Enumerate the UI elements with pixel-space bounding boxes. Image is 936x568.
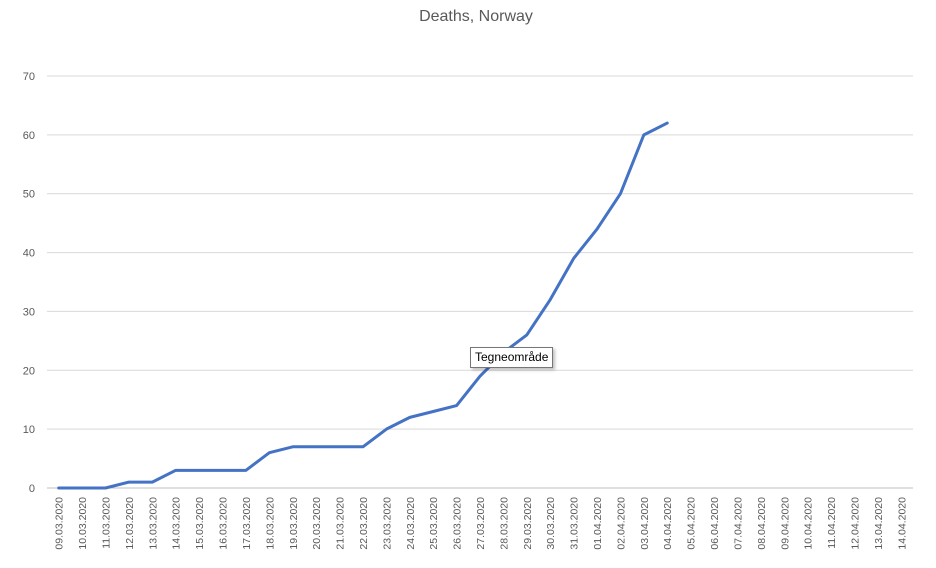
x-tick-label: 01.04.2020 — [592, 497, 604, 550]
data-point[interactable] — [197, 468, 202, 473]
x-tick-label: 15.03.2020 — [194, 497, 206, 550]
plot-area-tooltip: Tegneområde — [470, 347, 554, 368]
y-tick-label: 10 — [23, 424, 35, 436]
data-point[interactable] — [103, 486, 108, 491]
data-point[interactable] — [524, 332, 529, 337]
y-tick-label: 30 — [23, 306, 35, 318]
data-point[interactable] — [243, 468, 248, 473]
x-tick-label: 09.03.2020 — [54, 497, 66, 550]
data-point[interactable] — [478, 374, 483, 379]
x-tick-label: 29.03.2020 — [522, 497, 534, 550]
data-point[interactable] — [56, 486, 61, 491]
x-tick-label: 18.03.2020 — [264, 497, 276, 550]
x-tick-label: 13.04.2020 — [873, 497, 885, 550]
x-tick-label: 16.03.2020 — [218, 497, 230, 550]
data-point[interactable] — [267, 450, 272, 455]
x-tick-label: 27.03.2020 — [475, 497, 487, 550]
x-tick-label: 10.04.2020 — [803, 497, 815, 550]
x-tick-label: 03.04.2020 — [639, 497, 651, 550]
data-point[interactable] — [220, 468, 225, 473]
x-tick-label: 12.04.2020 — [849, 497, 861, 550]
data-point[interactable] — [571, 256, 576, 261]
data-point[interactable] — [595, 227, 600, 232]
x-tick-label: 21.03.2020 — [335, 497, 347, 550]
data-point[interactable] — [173, 468, 178, 473]
x-tick-label: 19.03.2020 — [288, 497, 300, 550]
x-tick-label: 30.03.2020 — [545, 497, 557, 550]
data-point[interactable] — [665, 121, 670, 126]
x-tick-label: 07.04.2020 — [732, 497, 744, 550]
x-tick-label: 02.04.2020 — [615, 497, 627, 550]
data-point[interactable] — [337, 444, 342, 449]
data-point[interactable] — [407, 415, 412, 420]
data-point[interactable] — [618, 191, 623, 196]
data-point[interactable] — [150, 480, 155, 485]
x-tick-label: 08.04.2020 — [756, 497, 768, 550]
data-point[interactable] — [454, 403, 459, 408]
data-point[interactable] — [290, 444, 295, 449]
y-tick-label: 70 — [23, 71, 35, 83]
data-point[interactable] — [126, 480, 131, 485]
x-tick-label: 14.03.2020 — [171, 497, 183, 550]
x-tick-label: 05.04.2020 — [686, 497, 698, 550]
y-tick-label: 60 — [23, 130, 35, 142]
x-tick-label: 06.04.2020 — [709, 497, 721, 550]
x-tick-label: 23.03.2020 — [381, 497, 393, 550]
x-tick-label: 25.03.2020 — [428, 497, 440, 550]
series-line[interactable] — [57, 121, 669, 490]
x-tick-label: 28.03.2020 — [498, 497, 510, 550]
series-layer[interactable] — [56, 121, 670, 491]
x-tick-label: 22.03.2020 — [358, 497, 370, 550]
y-tick-label: 0 — [29, 483, 35, 495]
x-tick-label: 26.03.2020 — [452, 497, 464, 550]
x-tick-label: 10.03.2020 — [77, 497, 89, 550]
x-tick-label: 09.04.2020 — [779, 497, 791, 550]
data-point[interactable] — [548, 297, 553, 302]
gridlines — [47, 75, 913, 430]
chart-title: Deaths, Norway — [419, 8, 533, 25]
x-tick-label: 11.03.2020 — [101, 497, 113, 549]
x-tick-label: 13.03.2020 — [147, 497, 159, 550]
data-point[interactable] — [641, 132, 646, 137]
y-tick-label: 50 — [23, 189, 35, 201]
x-tick-label: 17.03.2020 — [241, 497, 253, 550]
y-tick-label: 40 — [23, 248, 35, 260]
data-point[interactable] — [360, 444, 365, 449]
data-point[interactable] — [431, 409, 436, 414]
x-tick-label: 20.03.2020 — [311, 497, 323, 550]
y-tick-label: 20 — [23, 365, 35, 377]
data-point[interactable] — [314, 444, 319, 449]
data-point[interactable] — [80, 486, 85, 491]
x-tick-label: 11.04.2020 — [826, 497, 838, 549]
x-tick-label: 31.03.2020 — [569, 497, 581, 550]
data-point[interactable] — [384, 427, 389, 432]
x-tick-label: 24.03.2020 — [405, 497, 417, 550]
x-tick-label: 04.04.2020 — [662, 497, 674, 550]
x-tick-label: 12.03.2020 — [124, 497, 136, 550]
y-axis-ticks: 0 10 20 30 40 50 60 70 — [23, 71, 35, 495]
x-axis-ticks: 09.03.2020 10.03.2020 11.03.2020 12.03.2020… — [54, 497, 909, 550]
x-tick-label: 14.04.2020 — [896, 497, 908, 550]
